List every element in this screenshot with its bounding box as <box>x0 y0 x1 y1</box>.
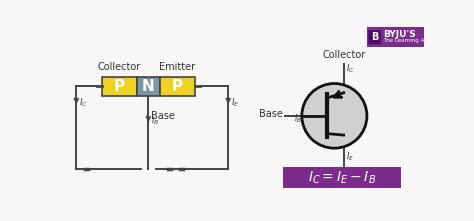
Text: N: N <box>142 79 155 94</box>
Text: P: P <box>172 79 183 94</box>
Text: $I_E$: $I_E$ <box>346 151 354 163</box>
Text: BYJU'S: BYJU'S <box>383 30 416 39</box>
Bar <box>160 76 195 96</box>
Text: Collector: Collector <box>322 50 365 60</box>
Text: $I_E$: $I_E$ <box>230 96 239 109</box>
FancyBboxPatch shape <box>368 30 381 44</box>
FancyBboxPatch shape <box>283 167 401 188</box>
Circle shape <box>302 84 367 148</box>
Text: Base: Base <box>259 109 283 118</box>
FancyBboxPatch shape <box>367 27 424 47</box>
Text: $I_B$: $I_B$ <box>294 112 302 125</box>
Bar <box>137 76 160 96</box>
Text: Emitter: Emitter <box>159 62 195 72</box>
Text: $I_C = I_E - I_B$: $I_C = I_E - I_B$ <box>308 169 376 186</box>
Text: Emitter: Emitter <box>326 170 362 180</box>
Text: $I_B$: $I_B$ <box>151 114 159 127</box>
Text: The Learning App: The Learning App <box>383 38 431 43</box>
Text: $I_C$: $I_C$ <box>80 96 89 109</box>
Text: Base: Base <box>151 111 174 121</box>
Text: B: B <box>371 32 378 42</box>
Text: Collector: Collector <box>98 62 141 72</box>
Text: $I_C$: $I_C$ <box>346 63 355 75</box>
Bar <box>102 76 137 96</box>
Text: P: P <box>114 79 125 94</box>
